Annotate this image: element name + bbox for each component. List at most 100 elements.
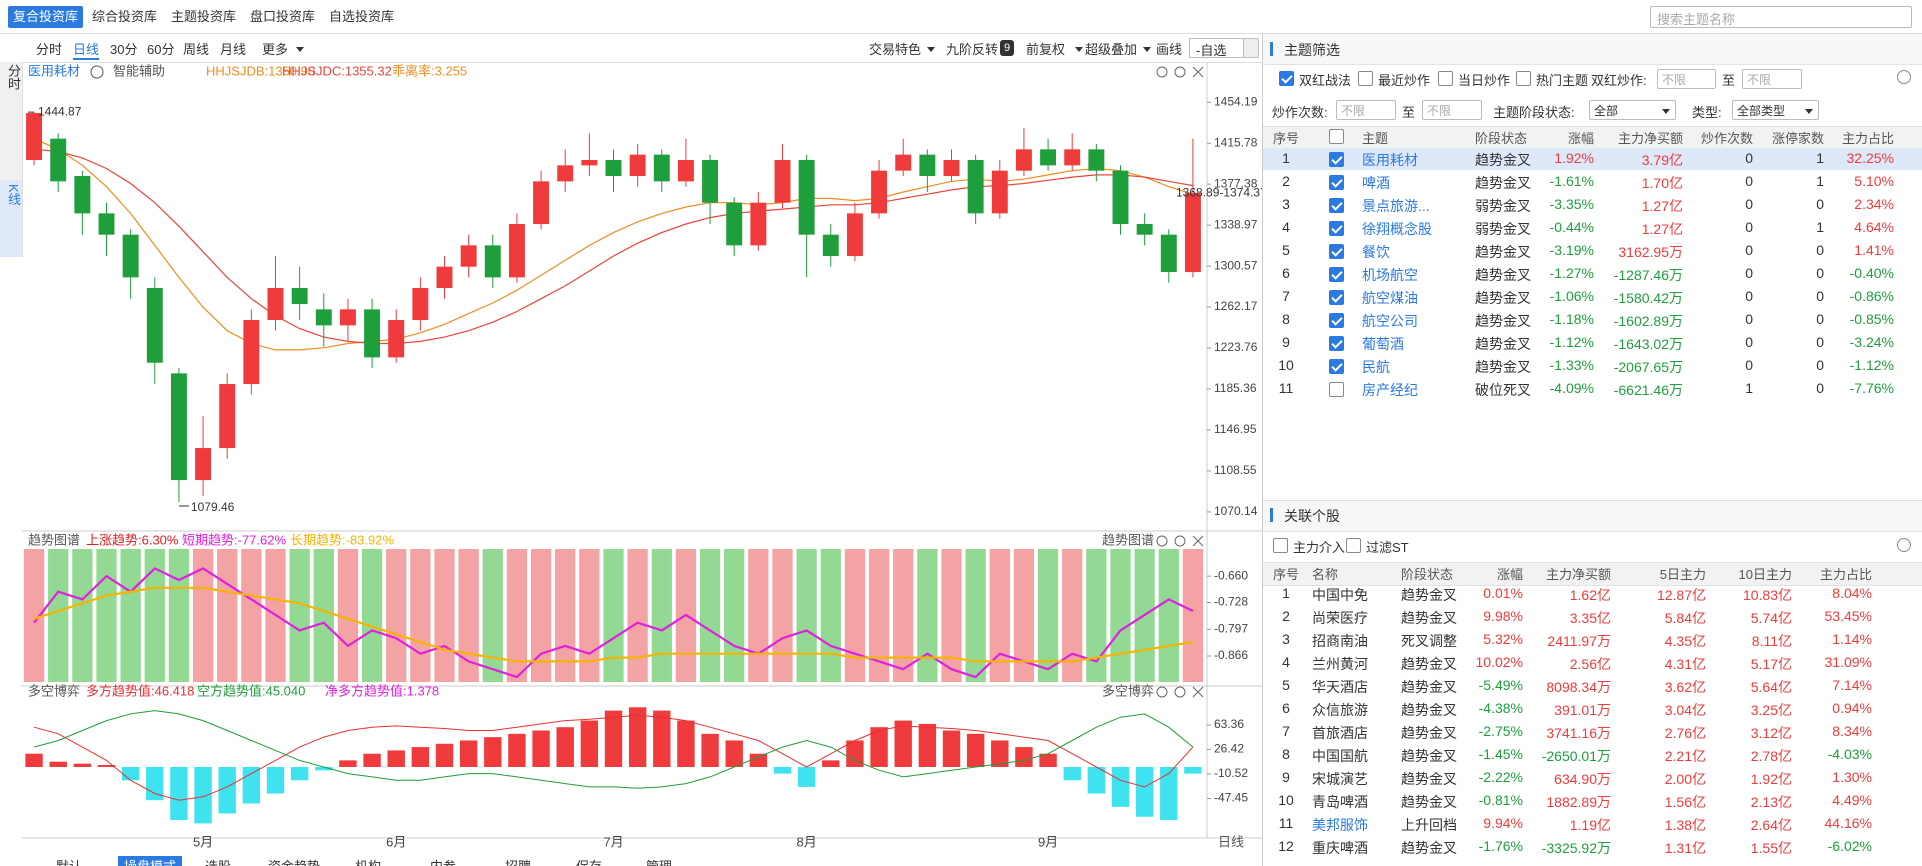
table-cell: 1.70亿: [1641, 175, 1683, 191]
period-tab[interactable]: 日线: [73, 39, 100, 60]
input-box[interactable]: 不限: [1657, 69, 1716, 89]
checkbox[interactable]: [1329, 313, 1344, 328]
table-cell[interactable]: 中国中免: [1312, 587, 1368, 603]
table-cell: 11: [1278, 815, 1294, 831]
trend-stripe: [917, 549, 938, 682]
table-cell: 1.56亿: [1664, 794, 1706, 810]
candle-body: [750, 202, 767, 246]
period-tab[interactable]: 周线: [183, 42, 210, 57]
period-tab[interactable]: 月线: [220, 42, 247, 57]
side-tab-active-bg: [0, 180, 22, 257]
bottom-tab[interactable]: 管理: [646, 856, 672, 866]
checkbox[interactable]: [1358, 71, 1373, 86]
dropdown-arrow: [1075, 47, 1083, 52]
table-cell[interactable]: 兰州黄河: [1312, 656, 1368, 672]
table-cell: 11: [1278, 380, 1294, 396]
panel-header: [1263, 34, 1922, 65]
checkbox[interactable]: [1329, 129, 1344, 144]
bar: [290, 766, 309, 781]
table-cell: -7.76%: [1849, 380, 1894, 396]
trend-stripe: [699, 549, 721, 682]
table-cell[interactable]: 中国国航: [1312, 748, 1368, 764]
checkbox[interactable]: [1346, 538, 1361, 553]
tab[interactable]: 综合投资库: [92, 9, 158, 24]
checkbox[interactable]: [1329, 198, 1344, 213]
bottom-tab[interactable]: 资金趋势: [268, 856, 320, 866]
period-tab[interactable]: 更多: [262, 42, 289, 57]
checkbox[interactable]: [1329, 290, 1344, 305]
checkbox[interactable]: [1329, 244, 1344, 259]
checkbox[interactable]: [1516, 71, 1531, 86]
x-tick-label: 6月: [386, 834, 406, 849]
tool-button[interactable]: 超级叠加: [1085, 42, 1138, 57]
table-cell[interactable]: 徐翔概念股: [1362, 221, 1432, 237]
table-cell[interactable]: 华天酒店: [1312, 679, 1368, 695]
help-icon[interactable]: [1897, 538, 1911, 552]
side-tab[interactable]: K线: [6, 184, 21, 206]
input-box[interactable]: 全部类型: [1732, 100, 1819, 120]
panel-title: 关联个股: [1284, 508, 1340, 524]
table-cell[interactable]: 医用耗材: [1362, 152, 1418, 168]
bottom-tab[interactable]: 机构: [355, 856, 381, 866]
checkbox[interactable]: [1329, 221, 1344, 236]
search-box[interactable]: 搜索主题名称: [1650, 6, 1912, 28]
table-cell: 1: [1282, 150, 1290, 166]
checkbox[interactable]: [1329, 175, 1344, 190]
dropdown-icon[interactable]: [90, 65, 104, 79]
checkbox[interactable]: [1329, 152, 1344, 167]
checkbox[interactable]: [1438, 71, 1453, 86]
bottom-tab[interactable]: 选股: [205, 856, 231, 866]
input-box[interactable]: 不限: [1336, 100, 1396, 120]
y-tick-label: -0.866: [1214, 648, 1248, 662]
bottom-tab[interactable]: 招聘: [505, 856, 531, 866]
period-tab[interactable]: 60分: [147, 42, 175, 57]
input-box[interactable]: 不限: [1422, 100, 1482, 120]
table-cell[interactable]: 众信旅游: [1312, 702, 1368, 718]
table-cell[interactable]: 景点旅游...: [1362, 198, 1430, 214]
tool-button[interactable]: 交易特色: [869, 42, 922, 57]
bottom-tab[interactable]: 默认: [56, 856, 82, 866]
tool-button[interactable]: 画线: [1156, 42, 1183, 57]
table-cell[interactable]: 啤酒: [1362, 175, 1390, 191]
checkbox[interactable]: [1329, 359, 1344, 374]
table-cell[interactable]: 宋城演艺: [1312, 771, 1368, 787]
table-cell[interactable]: 美邦服饰: [1312, 817, 1368, 833]
table-cell[interactable]: 招商南油: [1312, 633, 1368, 649]
input-box[interactable]: 全部: [1589, 100, 1676, 120]
table-cell[interactable]: 重庆啤酒: [1312, 840, 1368, 856]
bottom-tab[interactable]: 操盘模式: [118, 856, 183, 866]
side-tab[interactable]: 分时: [6, 64, 21, 90]
table-cell[interactable]: 航空公司: [1362, 313, 1418, 329]
period-tab[interactable]: 30分: [110, 42, 138, 57]
checkbox[interactable]: [1329, 267, 1344, 282]
checkbox[interactable]: [1329, 336, 1344, 351]
tab[interactable]: 自选投资库: [329, 9, 395, 24]
draw-select[interactable]: -自选: [1189, 38, 1259, 58]
period-tab[interactable]: 分时: [36, 42, 63, 57]
table-cell[interactable]: 葡萄酒: [1362, 336, 1404, 352]
tab[interactable]: 主题投资库: [171, 9, 237, 24]
checkbox[interactable]: [1279, 71, 1294, 86]
trend-stripe: [989, 549, 1010, 682]
table-cell[interactable]: 航空煤油: [1362, 290, 1418, 306]
column-header: 10日主力: [1738, 567, 1792, 582]
input-box[interactable]: 不限: [1742, 69, 1802, 89]
table-cell: 7: [1282, 723, 1290, 739]
tool-button[interactable]: 前复权: [1026, 42, 1066, 57]
checkbox[interactable]: [1273, 538, 1288, 553]
bottom-tab[interactable]: 内参: [430, 856, 456, 866]
bottom-tab[interactable]: 保存: [576, 856, 602, 866]
table-cell[interactable]: 青岛啤酒: [1312, 794, 1368, 810]
table-cell[interactable]: 民航: [1362, 359, 1390, 375]
table-cell[interactable]: 房产经纪: [1362, 382, 1418, 398]
tab[interactable]: 盘口投资库: [250, 9, 316, 24]
checkbox[interactable]: [1329, 382, 1344, 397]
tab[interactable]: 复合投资库: [8, 6, 84, 28]
table-cell[interactable]: 机场航空: [1362, 267, 1418, 283]
table-cell[interactable]: 餐饮: [1362, 244, 1390, 260]
help-icon[interactable]: [1897, 70, 1911, 84]
table-cell[interactable]: 首旅酒店: [1312, 725, 1368, 741]
table-cell[interactable]: 尚荣医疗: [1312, 610, 1368, 626]
legend-item: HHJSJDB:1350.90: [206, 63, 315, 78]
tool-button[interactable]: 九阶反转: [946, 42, 999, 57]
